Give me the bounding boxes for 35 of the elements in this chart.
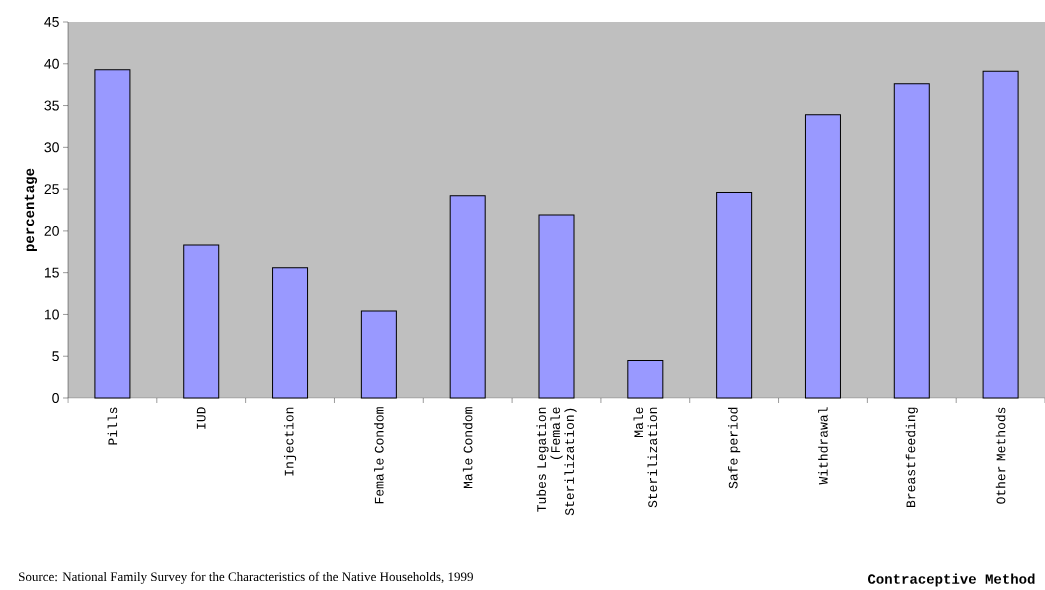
y-tick-label: 45 bbox=[44, 17, 59, 27]
y-tick-label: 30 bbox=[44, 142, 59, 153]
x-tick-label: Other Methods bbox=[995, 407, 1006, 504]
x-tick-label: Male Condom bbox=[462, 407, 473, 489]
x-tick-label: Tubes Legation (Female Sterilization) bbox=[536, 407, 577, 516]
bar bbox=[538, 214, 575, 399]
y-tick-label: 5 bbox=[52, 351, 59, 362]
x-tick-label: Injection bbox=[283, 407, 297, 476]
bar bbox=[982, 70, 1019, 399]
x-tick-label: IUD bbox=[196, 407, 206, 429]
bar bbox=[893, 83, 930, 399]
y-tick-label: 15 bbox=[44, 267, 59, 278]
bar bbox=[94, 69, 131, 399]
bar bbox=[449, 195, 486, 399]
x-tick-label: Withdrawal bbox=[818, 407, 828, 485]
source-note: Source: National Family Survey for the Characteristics of the Native Households, 1999 bbox=[19, 571, 473, 584]
y-tick-label: 0 bbox=[52, 393, 59, 403]
bar bbox=[804, 114, 841, 399]
y-axis-title: percentage bbox=[24, 168, 38, 252]
y-tick-label: 10 bbox=[44, 309, 59, 320]
x-axis-title: Contraceptive Method bbox=[867, 573, 1035, 587]
y-tick-label: 20 bbox=[44, 225, 59, 236]
bar bbox=[627, 359, 664, 399]
y-tick-label: 40 bbox=[44, 58, 59, 69]
x-tick-label: Female Condom bbox=[374, 407, 384, 504]
bar bbox=[360, 310, 397, 399]
x-tick-label: Pills bbox=[107, 407, 118, 445]
x-tick-label: Safe period bbox=[728, 407, 741, 489]
bar bbox=[716, 191, 753, 399]
bar bbox=[272, 267, 309, 399]
y-tick-label: 25 bbox=[44, 184, 59, 195]
x-tick-label: Male Sterilization bbox=[633, 407, 658, 508]
y-tick-label: 35 bbox=[44, 100, 59, 111]
bar bbox=[183, 244, 220, 399]
x-tick-label: Breastfeeding bbox=[905, 407, 918, 507]
